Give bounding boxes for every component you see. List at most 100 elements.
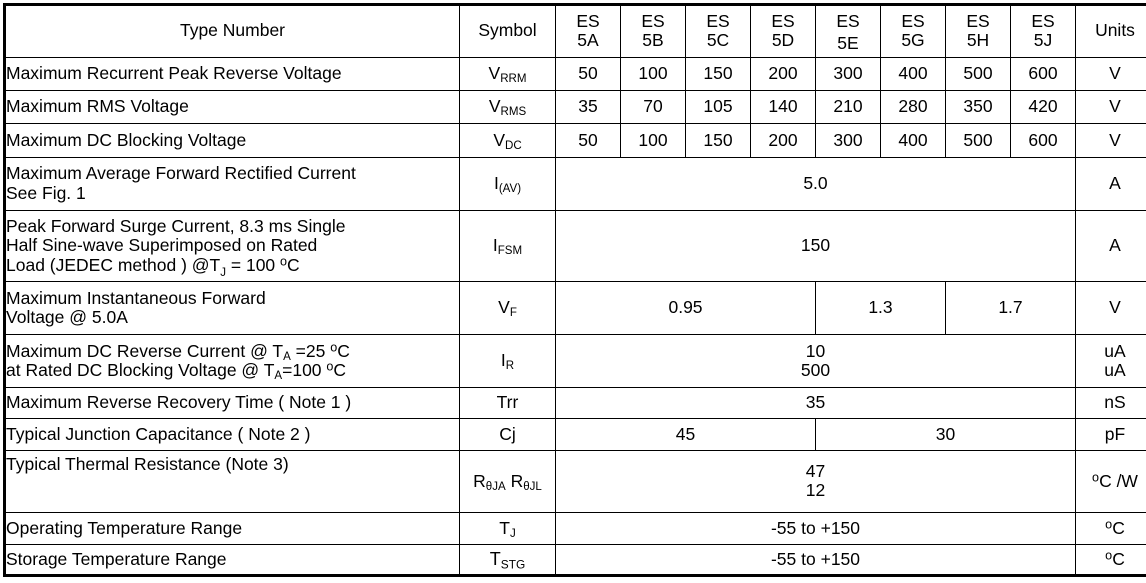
cell-es5h: 500	[946, 57, 1011, 90]
cell-all-parts: 5.0	[556, 157, 1076, 211]
table-row-operating-temp: Operating Temperature Range TJ -55 to +1…	[5, 513, 1146, 544]
row-symbol: Trr	[460, 387, 556, 418]
row-units: V	[1076, 124, 1146, 157]
cell-es5h: 500	[946, 124, 1011, 157]
cell-es5d: 140	[751, 90, 816, 123]
cell-es5a: 50	[556, 124, 621, 157]
row-description: Maximum Recurrent Peak Reverse Voltage	[5, 57, 460, 90]
row-description: Maximum DC Reverse Current @ TA =25 oC a…	[5, 335, 460, 388]
cell-es5a: 35	[556, 90, 621, 123]
cell-es5b: 100	[621, 124, 686, 157]
cell-all-parts: 10 500	[556, 335, 1076, 388]
table-row-storage-temp: Storage Temperature Range TSTG -55 to +1…	[5, 544, 1146, 575]
cell-es5e-es5j: 30	[816, 419, 1076, 450]
table-row-ir: Maximum DC Reverse Current @ TA =25 oC a…	[5, 335, 1146, 388]
part-suffix: 5J	[1011, 31, 1075, 51]
cell-es5a: 50	[556, 57, 621, 90]
header-units: Units	[1076, 5, 1146, 58]
row-units: V	[1076, 90, 1146, 123]
specifications-table: Type Number Symbol ES 5A ES 5B ES 5C ES …	[3, 3, 1146, 577]
table-row-cj: Typical Junction Capacitance ( Note 2 ) …	[5, 419, 1146, 450]
units-degc-per-w: oC /W	[1092, 471, 1138, 491]
row-units: A	[1076, 157, 1146, 211]
row-symbol: RθJA RθJL	[460, 450, 556, 513]
row-description: Maximum Reverse Recovery Time ( Note 1 )	[5, 387, 460, 418]
header-part-es5c: ES 5C	[686, 5, 751, 58]
row-units: oC	[1076, 513, 1146, 544]
part-prefix: ES	[966, 11, 989, 31]
part-prefix: ES	[576, 11, 599, 31]
row-units: oC	[1076, 544, 1146, 575]
row-description: Maximum Average Forward Rectified Curren…	[5, 157, 460, 211]
table-header-row: Type Number Symbol ES 5A ES 5B ES 5C ES …	[5, 5, 1146, 58]
row-units: nS	[1076, 387, 1146, 418]
row-description: Typical Thermal Resistance (Note 3)	[5, 450, 460, 513]
cell-es5j: 600	[1011, 57, 1076, 90]
row-symbol: IR	[460, 335, 556, 388]
cell-es5h-es5j: 1.7	[946, 281, 1076, 335]
header-type-number: Type Number	[5, 5, 460, 58]
row-description: Maximum Instantaneous Forward Voltage @ …	[5, 281, 460, 335]
row-units: V	[1076, 281, 1146, 335]
header-part-es5j: ES 5J	[1011, 5, 1076, 58]
cell-es5c: 150	[686, 57, 751, 90]
cell-es5d: 200	[751, 124, 816, 157]
row-symbol: TJ	[460, 513, 556, 544]
cell-es5e: 210	[816, 90, 881, 123]
cell-all-parts: 150	[556, 211, 1076, 282]
cell-es5e: 300	[816, 57, 881, 90]
row-description: Typical Junction Capacitance ( Note 2 )	[5, 419, 460, 450]
row-units: A	[1076, 211, 1146, 282]
row-units: V	[1076, 57, 1146, 90]
cell-all-parts: 35	[556, 387, 1076, 418]
row-units: uA uA	[1076, 335, 1146, 388]
part-suffix: 5E	[816, 34, 880, 54]
row-symbol: TSTG	[460, 544, 556, 575]
row-description-line-ta100: at Rated DC Blocking Voltage @ TA=100 oC	[6, 361, 459, 381]
table-row-ifsm: Peak Forward Surge Current, 8.3 ms Singl…	[5, 211, 1146, 282]
table-row-iav: Maximum Average Forward Rectified Curren…	[5, 157, 1146, 211]
row-description: Maximum DC Blocking Voltage	[5, 124, 460, 157]
header-part-es5b: ES 5B	[621, 5, 686, 58]
row-symbol: Cj	[460, 419, 556, 450]
cell-es5g: 280	[881, 90, 946, 123]
cell-all-parts: -55 to +150	[556, 513, 1076, 544]
cell-es5g: 400	[881, 124, 946, 157]
part-suffix: 5H	[946, 31, 1010, 51]
row-symbol: I(AV)	[460, 157, 556, 211]
part-prefix: ES	[706, 11, 729, 31]
table-row-trr: Maximum Reverse Recovery Time ( Note 1 )…	[5, 387, 1146, 418]
row-description: Peak Forward Surge Current, 8.3 ms Singl…	[5, 211, 460, 282]
cell-es5h: 350	[946, 90, 1011, 123]
row-description: Storage Temperature Range	[5, 544, 460, 575]
header-part-es5h: ES 5H	[946, 5, 1011, 58]
table-row-vdc: Maximum DC Blocking Voltage VDC 50 100 1…	[5, 124, 1146, 157]
table-row-thermal-resistance: Typical Thermal Resistance (Note 3) RθJA…	[5, 450, 1146, 513]
part-suffix: 5G	[881, 31, 945, 51]
row-description: Operating Temperature Range	[5, 513, 460, 544]
table-row-vrrm: Maximum Recurrent Peak Reverse Voltage V…	[5, 57, 1146, 90]
header-part-es5e: ES 5E	[816, 5, 881, 58]
row-symbol: VF	[460, 281, 556, 335]
cell-es5j: 420	[1011, 90, 1076, 123]
header-part-es5a: ES 5A	[556, 5, 621, 58]
part-prefix: ES	[836, 11, 859, 31]
cell-es5a-es5d: 0.95	[556, 281, 816, 335]
row-symbol: VRMS	[460, 90, 556, 123]
part-prefix: ES	[901, 11, 924, 31]
cell-es5e-es5g: 1.3	[816, 281, 946, 335]
row-units: pF	[1076, 419, 1146, 450]
cell-all-parts: -55 to +150	[556, 544, 1076, 575]
part-prefix: ES	[1031, 11, 1054, 31]
row-description-line-ta25: Maximum DC Reverse Current @ TA =25 oC	[6, 342, 459, 362]
row-symbol: VRRM	[460, 57, 556, 90]
row-symbol: VDC	[460, 124, 556, 157]
part-suffix: 5D	[751, 31, 815, 51]
part-suffix: 5C	[686, 31, 750, 51]
cell-es5d: 200	[751, 57, 816, 90]
cell-es5c: 105	[686, 90, 751, 123]
cell-es5b: 70	[621, 90, 686, 123]
cell-es5j: 600	[1011, 124, 1076, 157]
symbol-rthjl: RθJL	[511, 471, 542, 491]
header-symbol: Symbol	[460, 5, 556, 58]
